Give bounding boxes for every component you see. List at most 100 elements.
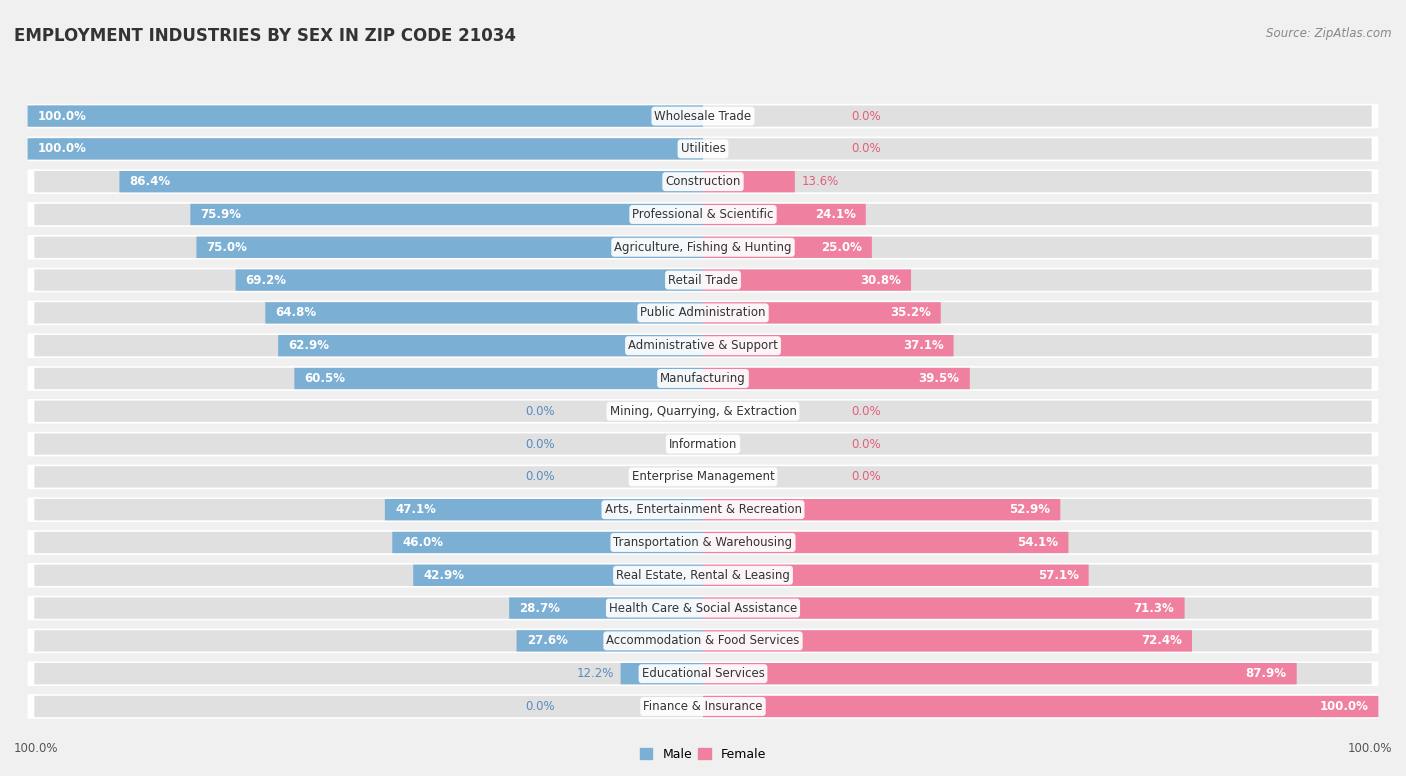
FancyBboxPatch shape — [28, 106, 703, 126]
FancyBboxPatch shape — [28, 399, 1378, 424]
FancyBboxPatch shape — [28, 431, 1378, 456]
Text: 57.1%: 57.1% — [1038, 569, 1078, 582]
Text: 100.0%: 100.0% — [1347, 743, 1392, 755]
Legend: Male, Female: Male, Female — [636, 743, 770, 766]
Text: Transportation & Warehousing: Transportation & Warehousing — [613, 536, 793, 549]
FancyBboxPatch shape — [236, 269, 703, 291]
FancyBboxPatch shape — [703, 335, 953, 356]
Text: 71.3%: 71.3% — [1133, 601, 1174, 615]
Text: 46.0%: 46.0% — [402, 536, 443, 549]
Text: Manufacturing: Manufacturing — [661, 372, 745, 385]
FancyBboxPatch shape — [28, 104, 1378, 128]
Text: EMPLOYMENT INDUSTRIES BY SEX IN ZIP CODE 21034: EMPLOYMENT INDUSTRIES BY SEX IN ZIP CODE… — [14, 27, 516, 45]
Text: 39.5%: 39.5% — [918, 372, 960, 385]
Text: 27.6%: 27.6% — [527, 634, 568, 647]
FancyBboxPatch shape — [509, 598, 703, 618]
FancyBboxPatch shape — [34, 106, 1372, 126]
Text: 100.0%: 100.0% — [1319, 700, 1368, 713]
Text: 12.2%: 12.2% — [576, 667, 614, 681]
FancyBboxPatch shape — [413, 565, 703, 586]
Text: Administrative & Support: Administrative & Support — [628, 339, 778, 352]
FancyBboxPatch shape — [34, 696, 1372, 717]
Text: 0.0%: 0.0% — [852, 405, 882, 417]
Text: 0.0%: 0.0% — [852, 109, 882, 123]
FancyBboxPatch shape — [28, 300, 1378, 325]
FancyBboxPatch shape — [703, 269, 911, 291]
Text: Retail Trade: Retail Trade — [668, 274, 738, 286]
Text: 0.0%: 0.0% — [852, 142, 882, 155]
Text: Agriculture, Fishing & Hunting: Agriculture, Fishing & Hunting — [614, 241, 792, 254]
Text: 24.1%: 24.1% — [814, 208, 856, 221]
FancyBboxPatch shape — [28, 596, 1378, 620]
Text: Professional & Scientific: Professional & Scientific — [633, 208, 773, 221]
Text: 0.0%: 0.0% — [524, 700, 554, 713]
FancyBboxPatch shape — [34, 335, 1372, 356]
FancyBboxPatch shape — [34, 400, 1372, 422]
FancyBboxPatch shape — [28, 334, 1378, 358]
FancyBboxPatch shape — [28, 661, 1378, 686]
FancyBboxPatch shape — [28, 497, 1378, 522]
Text: Source: ZipAtlas.com: Source: ZipAtlas.com — [1267, 27, 1392, 40]
FancyBboxPatch shape — [34, 598, 1372, 618]
Text: 35.2%: 35.2% — [890, 307, 931, 320]
Text: 0.0%: 0.0% — [524, 405, 554, 417]
Text: 87.9%: 87.9% — [1246, 667, 1286, 681]
FancyBboxPatch shape — [703, 696, 1378, 717]
Text: 60.5%: 60.5% — [305, 372, 346, 385]
FancyBboxPatch shape — [266, 302, 703, 324]
FancyBboxPatch shape — [34, 302, 1372, 324]
Text: 86.4%: 86.4% — [129, 175, 170, 188]
Text: 62.9%: 62.9% — [288, 339, 329, 352]
FancyBboxPatch shape — [703, 499, 1060, 521]
Text: Accommodation & Food Services: Accommodation & Food Services — [606, 634, 800, 647]
Text: 42.9%: 42.9% — [423, 569, 464, 582]
Text: 47.1%: 47.1% — [395, 503, 436, 516]
FancyBboxPatch shape — [703, 237, 872, 258]
Text: 100.0%: 100.0% — [14, 743, 59, 755]
Text: 25.0%: 25.0% — [821, 241, 862, 254]
FancyBboxPatch shape — [703, 171, 794, 192]
FancyBboxPatch shape — [620, 663, 703, 684]
FancyBboxPatch shape — [34, 630, 1372, 652]
FancyBboxPatch shape — [34, 204, 1372, 225]
FancyBboxPatch shape — [28, 629, 1378, 653]
FancyBboxPatch shape — [516, 630, 703, 652]
Text: Information: Information — [669, 438, 737, 451]
Text: 0.0%: 0.0% — [524, 470, 554, 483]
FancyBboxPatch shape — [28, 268, 1378, 293]
FancyBboxPatch shape — [28, 563, 1378, 587]
Text: 37.1%: 37.1% — [903, 339, 943, 352]
Text: Arts, Entertainment & Recreation: Arts, Entertainment & Recreation — [605, 503, 801, 516]
FancyBboxPatch shape — [703, 368, 970, 389]
Text: Health Care & Social Assistance: Health Care & Social Assistance — [609, 601, 797, 615]
FancyBboxPatch shape — [703, 598, 1185, 618]
Text: 0.0%: 0.0% — [524, 438, 554, 451]
FancyBboxPatch shape — [34, 237, 1372, 258]
FancyBboxPatch shape — [34, 565, 1372, 586]
FancyBboxPatch shape — [28, 465, 1378, 489]
Text: 52.9%: 52.9% — [1010, 503, 1050, 516]
FancyBboxPatch shape — [392, 532, 703, 553]
FancyBboxPatch shape — [197, 237, 703, 258]
FancyBboxPatch shape — [703, 204, 866, 225]
FancyBboxPatch shape — [28, 695, 1378, 719]
Text: Wholesale Trade: Wholesale Trade — [654, 109, 752, 123]
Text: 100.0%: 100.0% — [38, 109, 87, 123]
FancyBboxPatch shape — [28, 203, 1378, 227]
FancyBboxPatch shape — [278, 335, 703, 356]
Text: 72.4%: 72.4% — [1142, 634, 1182, 647]
FancyBboxPatch shape — [34, 466, 1372, 487]
Text: 54.1%: 54.1% — [1018, 536, 1059, 549]
FancyBboxPatch shape — [28, 366, 1378, 391]
Text: 0.0%: 0.0% — [852, 470, 882, 483]
Text: 100.0%: 100.0% — [38, 142, 87, 155]
FancyBboxPatch shape — [34, 499, 1372, 521]
FancyBboxPatch shape — [703, 532, 1069, 553]
Text: Educational Services: Educational Services — [641, 667, 765, 681]
Text: 0.0%: 0.0% — [852, 438, 882, 451]
FancyBboxPatch shape — [703, 663, 1296, 684]
FancyBboxPatch shape — [28, 138, 703, 160]
Text: 30.8%: 30.8% — [860, 274, 901, 286]
FancyBboxPatch shape — [703, 302, 941, 324]
Text: 28.7%: 28.7% — [519, 601, 560, 615]
